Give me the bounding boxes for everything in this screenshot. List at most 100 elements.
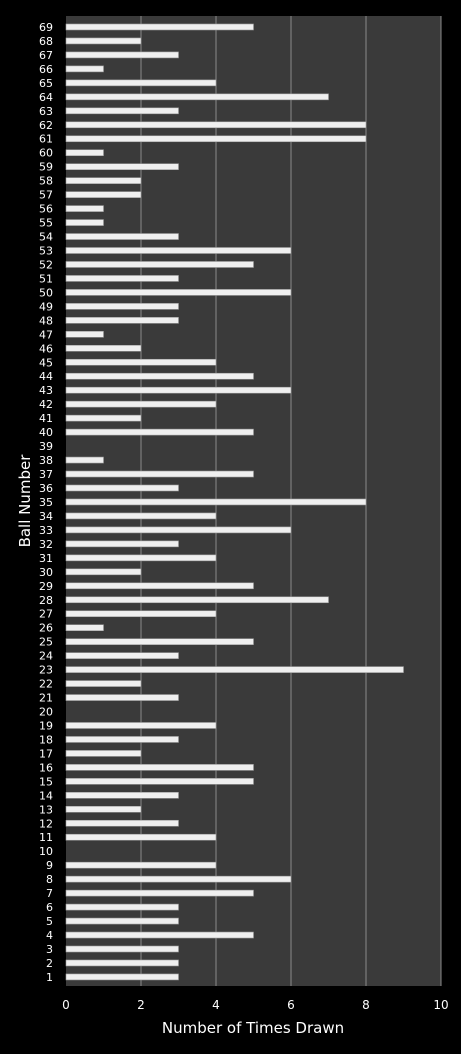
bar xyxy=(65,764,254,771)
bar xyxy=(65,317,179,324)
bar xyxy=(65,23,254,31)
bar xyxy=(65,400,217,408)
y-tick-label: 43 xyxy=(39,384,53,397)
bar xyxy=(65,806,142,813)
bar xyxy=(65,386,292,394)
y-tick-label: 25 xyxy=(39,636,53,649)
y-tick-label: 4 xyxy=(46,929,53,942)
y-tick-label: 47 xyxy=(39,328,53,341)
y-tick-label: 40 xyxy=(39,426,53,439)
y-tick-label: 65 xyxy=(39,77,53,90)
x-tick-label: 6 xyxy=(287,998,295,1012)
y-tick-label: 15 xyxy=(39,775,53,788)
bar xyxy=(65,484,179,492)
bar xyxy=(65,610,217,618)
y-tick-label: 11 xyxy=(39,831,53,844)
y-tick-label: 9 xyxy=(46,859,53,872)
bar xyxy=(65,79,217,87)
y-tick-label: 46 xyxy=(39,342,53,355)
bar xyxy=(65,973,179,981)
y-tick-label: 18 xyxy=(39,733,53,746)
bar xyxy=(65,582,254,590)
y-tick-label: 57 xyxy=(39,189,53,202)
bar xyxy=(65,945,179,953)
bar xyxy=(65,37,142,45)
y-tick-label: 54 xyxy=(39,231,53,244)
y-tick-label: 39 xyxy=(39,440,53,453)
y-tick-label: 62 xyxy=(39,119,53,132)
bar xyxy=(65,624,104,631)
bar xyxy=(65,233,179,240)
y-tick-label: 24 xyxy=(39,650,53,663)
bar xyxy=(65,903,179,911)
y-tick-label: 42 xyxy=(39,398,53,411)
bar xyxy=(65,568,142,576)
y-tick-label: 33 xyxy=(39,524,53,537)
bar xyxy=(65,819,179,827)
y-tick-label: 35 xyxy=(39,496,53,509)
bar xyxy=(65,177,142,184)
bar xyxy=(65,372,254,380)
y-tick-label: 51 xyxy=(39,272,53,285)
y-tick-label: 29 xyxy=(39,580,53,593)
x-tick-label: 2 xyxy=(137,998,145,1012)
bar xyxy=(65,149,104,157)
x-tick-label: 10 xyxy=(433,998,448,1012)
y-tick-labels: 1234567891011121314151617181920212223242… xyxy=(39,21,53,984)
x-tick-label: 8 xyxy=(362,998,370,1012)
y-tick-label: 38 xyxy=(39,454,53,467)
bar xyxy=(65,778,254,785)
bar xyxy=(65,93,329,101)
bar xyxy=(65,219,104,226)
bar xyxy=(65,680,142,687)
bar xyxy=(65,666,404,673)
bar xyxy=(65,414,142,422)
y-tick-label: 69 xyxy=(39,21,53,34)
y-tick-label: 56 xyxy=(39,203,53,216)
bar xyxy=(65,792,179,799)
bar xyxy=(65,289,292,296)
bar xyxy=(65,107,179,115)
y-tick-label: 22 xyxy=(39,678,53,691)
x-tick-label: 4 xyxy=(212,998,220,1012)
bar xyxy=(65,596,329,604)
bar xyxy=(65,261,254,268)
y-tick-label: 8 xyxy=(46,873,53,886)
y-tick-label: 2 xyxy=(46,957,53,970)
bar xyxy=(65,833,217,841)
bar xyxy=(65,638,254,645)
y-tick-label: 52 xyxy=(39,258,53,271)
y-tick-label: 12 xyxy=(39,817,53,830)
y-axis-title: Ball Number xyxy=(16,454,34,548)
bar xyxy=(65,861,217,869)
bar xyxy=(65,694,179,701)
bar xyxy=(65,65,104,73)
y-tick-label: 20 xyxy=(39,706,53,719)
bar xyxy=(65,428,254,436)
y-tick-label: 5 xyxy=(46,915,53,928)
y-tick-label: 14 xyxy=(39,789,53,802)
bar xyxy=(65,303,179,310)
y-tick-label: 55 xyxy=(39,217,53,230)
y-tick-label: 66 xyxy=(39,63,53,76)
y-tick-label: 32 xyxy=(39,538,53,551)
bar xyxy=(65,554,217,562)
y-tick-label: 63 xyxy=(39,105,53,118)
y-tick-label: 7 xyxy=(46,887,53,900)
y-tick-label: 59 xyxy=(39,161,53,174)
bar xyxy=(65,498,367,506)
y-tick-label: 28 xyxy=(39,594,53,607)
y-tick-label: 6 xyxy=(46,901,53,914)
bar xyxy=(65,275,179,282)
bar xyxy=(65,917,179,925)
x-tick-labels: 0 2 4 6 8 10 xyxy=(62,998,448,1012)
bar xyxy=(65,512,217,520)
bar xyxy=(65,358,217,366)
x-axis-title: Number of Times Drawn xyxy=(162,1019,344,1037)
x-tick-label: 0 xyxy=(62,998,70,1012)
y-tick-label: 21 xyxy=(39,692,53,705)
y-tick-label: 36 xyxy=(39,482,53,495)
bar xyxy=(65,540,179,548)
bar xyxy=(65,889,254,897)
